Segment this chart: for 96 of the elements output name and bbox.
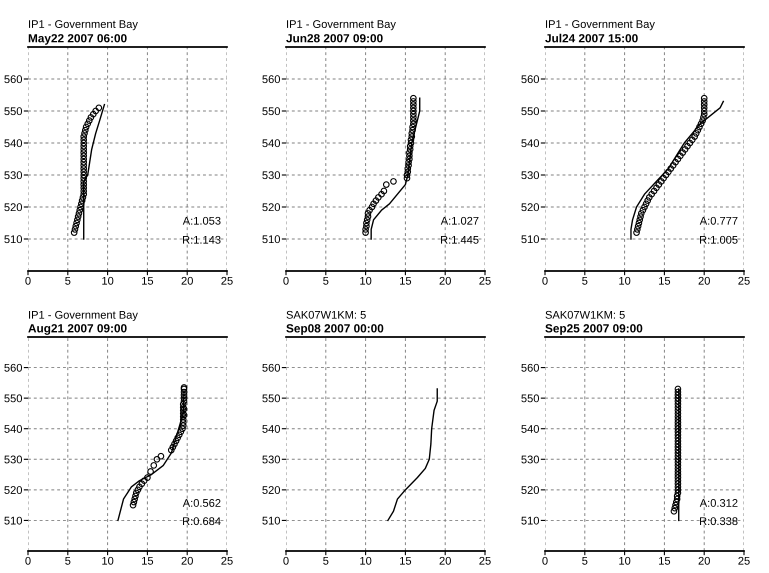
line-series [370, 98, 420, 240]
x-tick-label: 10 [102, 556, 114, 565]
x-tick-label: 5 [65, 556, 70, 565]
y-tick-label: 520 [521, 203, 540, 212]
x-tick-label: 15 [142, 276, 154, 285]
chart-title: IP1 - Government Bay [29, 20, 138, 30]
y-tick-label: 510 [521, 235, 540, 244]
y-tick-label: 560 [4, 364, 22, 372]
chart-subtitle: Aug21 2007 09:00 [28, 324, 127, 335]
annotation: R:1.143 [183, 236, 221, 244]
y-tick-label: 560 [521, 75, 540, 84]
y-tick-label: 550 [4, 107, 22, 116]
x-tick-label: 15 [659, 556, 670, 565]
annotation: R:0.684 [183, 517, 221, 526]
y-tick-label: 550 [521, 394, 540, 402]
x-tick-label: 0 [283, 556, 289, 565]
x-tick-label: 0 [542, 276, 548, 285]
y-tick-label: 560 [262, 75, 280, 84]
x-tick-label: 15 [400, 276, 412, 285]
annotation: A:1.053 [182, 216, 221, 225]
y-tick-label: 540 [4, 139, 22, 148]
y-tick-label: 520 [262, 486, 280, 494]
x-tick-label: 25 [738, 556, 750, 565]
y-tick-label: 550 [4, 394, 22, 402]
chart-subtitle: Jul24 2007 15:00 [545, 34, 638, 42]
y-tick-label: 520 [521, 486, 540, 494]
y-tick-label: 520 [262, 203, 280, 212]
x-tick-label: 0 [283, 276, 289, 285]
x-tick-label: 10 [360, 276, 372, 285]
x-tick-label: 10 [619, 556, 630, 565]
y-tick-label: 550 [521, 107, 540, 116]
x-tick-label: 20 [440, 556, 451, 565]
y-tick-label: 530 [521, 456, 540, 464]
y-tick-label: 510 [4, 235, 22, 244]
y-tick-label: 510 [521, 516, 540, 525]
y-tick-label: 530 [4, 171, 22, 180]
chart-title: SAK07W1KM: 5 [546, 310, 625, 319]
y-tick-label: 540 [262, 424, 280, 433]
x-tick-label: 20 [698, 276, 710, 285]
x-tick-label: 15 [400, 556, 412, 565]
y-tick-label: 550 [262, 394, 280, 402]
chart-subtitle: Sep08 2007 00:00 [286, 324, 384, 335]
x-tick-label: 5 [582, 276, 588, 285]
x-tick-label: 20 [440, 276, 451, 285]
y-tick-label: 560 [262, 364, 280, 372]
y-tick-label: 560 [4, 75, 22, 84]
x-tick-label: 25 [479, 276, 491, 285]
y-tick-label: 550 [262, 107, 280, 116]
x-tick-label: 5 [582, 556, 588, 565]
y-tick-label: 520 [4, 203, 22, 212]
x-tick-label: 20 [698, 556, 710, 565]
x-tick-label: 25 [479, 556, 491, 565]
y-tick-label: 540 [4, 424, 22, 433]
line-series [387, 388, 438, 522]
x-tick-label: 0 [542, 556, 548, 565]
chart-title: IP1 - Government Bay [29, 310, 138, 321]
y-tick-label: 530 [521, 171, 540, 180]
y-tick-label: 530 [262, 456, 280, 464]
annotation: A:0.562 [182, 499, 220, 507]
x-tick-label: 0 [25, 276, 31, 285]
x-tick-label: 5 [65, 276, 70, 285]
x-tick-label: 20 [182, 556, 193, 565]
y-tick-label: 510 [262, 516, 280, 525]
x-tick-label: 20 [182, 276, 193, 285]
annotation: R:1.445 [441, 236, 479, 244]
chart-title: IP1 - Government Bay [287, 20, 396, 30]
x-tick-label: 25 [738, 276, 750, 285]
annotation: A:1.027 [440, 216, 478, 225]
y-tick-label: 540 [262, 139, 280, 148]
x-tick-label: 0 [25, 556, 31, 565]
x-tick-label: 10 [102, 276, 114, 285]
annotation: R:1.005 [700, 236, 738, 244]
y-tick-label: 530 [4, 456, 22, 464]
y-tick-label: 530 [262, 171, 280, 180]
annotation: A:0.312 [700, 499, 738, 507]
annotation: R:0.338 [700, 517, 738, 526]
y-tick-label: 540 [521, 139, 540, 148]
y-tick-label: 510 [262, 235, 280, 244]
chart-subtitle: May22 2007 06:00 [28, 34, 127, 45]
x-tick-label: 25 [221, 276, 233, 285]
y-tick-label: 510 [4, 516, 22, 525]
chart-title: IP1 - Government Bay [546, 20, 655, 30]
y-tick-label: 520 [4, 486, 22, 494]
x-tick-label: 15 [142, 556, 154, 565]
x-tick-label: 5 [323, 556, 328, 565]
y-tick-label: 560 [521, 364, 540, 372]
x-tick-label: 5 [323, 276, 328, 285]
x-tick-label: 10 [360, 556, 372, 565]
x-tick-label: 10 [619, 276, 630, 285]
annotation: A:0.777 [700, 216, 738, 225]
y-tick-label: 540 [521, 424, 540, 433]
x-tick-label: 15 [659, 276, 670, 285]
chart-subtitle: Sep25 2007 09:00 [545, 324, 642, 335]
chart-subtitle: Jun28 2007 09:00 [286, 34, 383, 42]
x-tick-label: 25 [221, 556, 233, 565]
chart-title: SAK07W1KM: 5 [286, 310, 366, 319]
